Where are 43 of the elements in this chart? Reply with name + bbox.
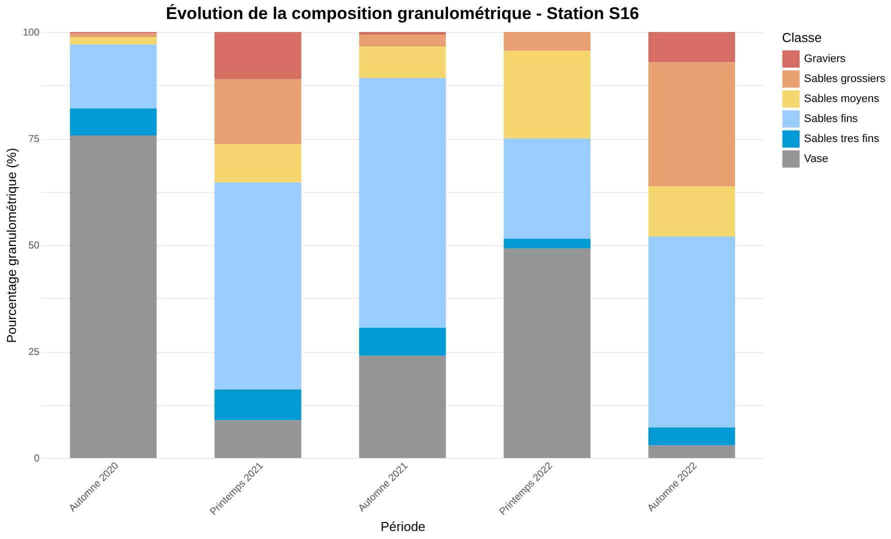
bar bbox=[504, 32, 590, 51]
bar bbox=[359, 32, 446, 35]
bar bbox=[359, 328, 446, 356]
bar bbox=[70, 108, 157, 136]
bar bbox=[504, 50, 590, 138]
y-axis-title: Pourcentage granulométrique (%) bbox=[4, 148, 19, 344]
y-tick-label: 25 bbox=[28, 347, 40, 358]
legend-label: Sables moyens bbox=[804, 93, 880, 105]
bar bbox=[70, 33, 157, 38]
bar bbox=[648, 236, 736, 428]
chart-title: Évolution de la composition granulométrique - Station S16 bbox=[166, 3, 640, 23]
legend-label: Sables grossiers bbox=[804, 73, 886, 85]
y-tick-label: 0 bbox=[34, 454, 40, 464]
legend-label: Sables tres fins bbox=[804, 133, 880, 145]
bar bbox=[214, 389, 302, 420]
y-tick-label: 50 bbox=[28, 240, 40, 252]
bar bbox=[648, 32, 736, 62]
bar bbox=[70, 44, 157, 108]
bar bbox=[359, 78, 446, 328]
bar bbox=[504, 248, 590, 458]
bar bbox=[359, 356, 446, 458]
legend-label: Vase bbox=[804, 153, 828, 165]
legend-title: Classe bbox=[782, 30, 822, 45]
y-tick-label: 75 bbox=[28, 134, 40, 145]
bar bbox=[648, 445, 736, 458]
bar bbox=[359, 46, 446, 78]
y-tick-label: 100 bbox=[22, 28, 40, 38]
x-axis-title: Période bbox=[380, 519, 426, 534]
bar bbox=[648, 186, 736, 236]
bar bbox=[214, 420, 302, 458]
bar bbox=[214, 79, 302, 144]
legend-label: Sables fins bbox=[804, 113, 858, 125]
bar bbox=[214, 144, 302, 182]
bar bbox=[504, 138, 590, 239]
legend-label: Graviers bbox=[804, 53, 846, 65]
bar bbox=[214, 32, 302, 80]
bar bbox=[359, 34, 446, 46]
bar bbox=[648, 62, 736, 186]
bar bbox=[504, 238, 590, 248]
bar bbox=[70, 37, 157, 44]
bar bbox=[70, 136, 157, 458]
bar bbox=[648, 427, 736, 446]
bar bbox=[214, 182, 302, 390]
